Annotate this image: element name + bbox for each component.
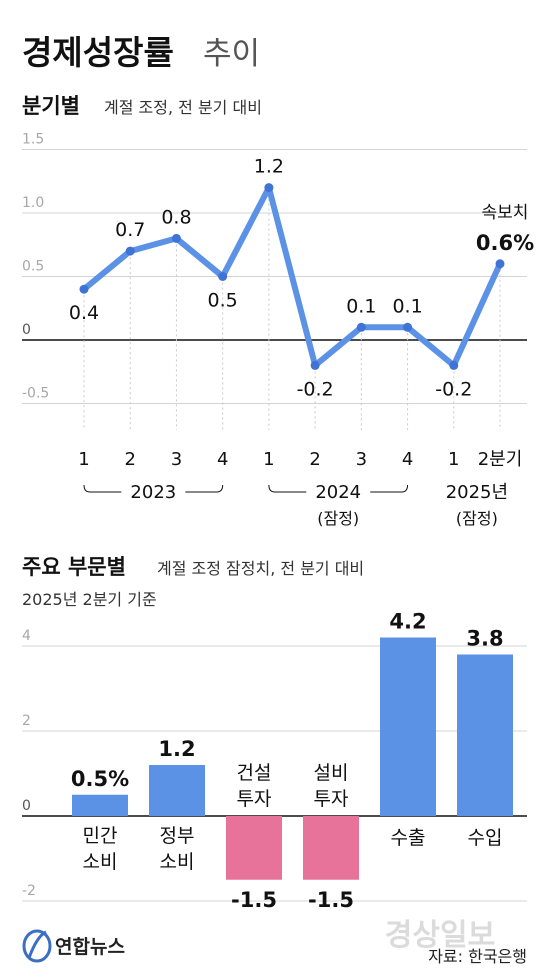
line-chart-y-ticks: 1.5 1.0 0.5 0 -0.5 xyxy=(22,132,49,402)
flash-estimate-value: 0.6% xyxy=(476,231,534,255)
line-chart-x-ticks: 1 2 3 4 1 2 3 4 1 2분기 xyxy=(78,449,522,470)
logo-text: 연합뉴스 xyxy=(55,936,125,958)
flash-estimate-label: 속보치 xyxy=(482,203,529,223)
year-bracket-left xyxy=(83,484,122,493)
logo-swoosh-icon xyxy=(27,930,47,959)
bar xyxy=(303,816,359,880)
line-y-tick-label: 0 xyxy=(22,322,31,338)
line-x-tick-label: 4 xyxy=(217,449,228,470)
bar xyxy=(149,765,205,816)
bar-y-tick-label: 2 xyxy=(22,713,31,729)
line-point-label: 0.1 xyxy=(346,295,376,317)
main-title-sub: 추이 xyxy=(203,36,260,72)
bar xyxy=(457,654,513,816)
bar xyxy=(380,637,436,816)
bar-category-label: 투자 xyxy=(314,788,349,810)
line-x-tick-label: 4 xyxy=(402,449,413,470)
bar-chart-bars xyxy=(72,637,513,880)
line-y-tick-label: -0.5 xyxy=(22,386,49,402)
year-bracket-left xyxy=(268,484,307,493)
line-point-label: 1.2 xyxy=(254,156,284,178)
yonhap-logo: 연합뉴스 xyxy=(22,929,125,963)
line-data-point xyxy=(403,322,413,332)
main-title: 경제성장률 xyxy=(22,33,174,72)
line-point-label: -0.2 xyxy=(297,378,334,400)
bar-value-label: 1.2 xyxy=(158,737,195,761)
year-bracket-right xyxy=(370,484,409,493)
line-data-point xyxy=(310,360,320,370)
line-y-tick-label: 0.5 xyxy=(22,259,44,275)
line-point-label: 0.8 xyxy=(161,206,191,228)
line-x-tick-label: 3 xyxy=(356,449,367,470)
line-data-point xyxy=(171,233,181,243)
watermark: 경상일보 xyxy=(385,918,495,953)
line-chart-year-groups: 2023 2024 (잠정) 2025년 (잠정) xyxy=(83,482,508,528)
bar-category-label: 수입 xyxy=(468,827,503,849)
line-chart-gridlines xyxy=(22,149,527,404)
line-data-point xyxy=(125,246,135,256)
bar-category-label: 건설 xyxy=(237,762,272,784)
line-data-point xyxy=(264,183,274,193)
line-y-tick-label: 1.0 xyxy=(22,195,44,211)
bar-value-label: -1.5 xyxy=(308,888,354,912)
bar xyxy=(226,816,282,880)
bar-category-label: 소비 xyxy=(160,851,195,873)
line-data-point xyxy=(356,322,366,332)
bar-category-label: 수출 xyxy=(391,827,426,849)
line-x-tick-label: 3 xyxy=(171,449,182,470)
sector-note: 계절 조정 잠정치, 전 분기 대비 xyxy=(157,559,364,578)
line-series-path xyxy=(81,184,503,369)
line-point-label: 0.7 xyxy=(115,219,145,241)
line-x-tick-label: 2분기 xyxy=(478,449,523,470)
line-point-label: 0.5 xyxy=(208,290,238,312)
sector-basis: 2025년 2분기 기준 xyxy=(22,590,157,609)
year-group-note: (잠정) xyxy=(456,509,498,528)
bar-value-label: 4.2 xyxy=(389,610,426,634)
line-data-point xyxy=(218,272,228,281)
bar xyxy=(72,794,128,816)
line-point-label: -0.2 xyxy=(435,378,472,400)
year-group-label: 2024 xyxy=(315,482,361,503)
line-x-tick-label: 1 xyxy=(448,449,459,470)
source-text: 자료: 한국은행 xyxy=(428,947,527,966)
bar-chart-y-ticks: 4 2 0 -2 xyxy=(22,628,36,899)
logo-globe-icon xyxy=(22,929,52,963)
year-group-note: (잠정) xyxy=(317,509,359,528)
quarterly-heading: 분기별 xyxy=(22,94,80,118)
line-x-tick-label: 2 xyxy=(309,449,320,470)
line-chart-guides xyxy=(83,193,501,430)
line-x-tick-label: 1 xyxy=(78,449,89,470)
year-bracket-right xyxy=(185,484,224,493)
bar-category-label: 투자 xyxy=(237,788,272,810)
line-chart-series xyxy=(79,183,505,370)
line-point-label: 0.4 xyxy=(69,302,99,324)
line-x-tick-label: 1 xyxy=(263,449,274,470)
bar-category-label: 설비 xyxy=(314,762,349,784)
bar-category-label: 민간 xyxy=(83,825,118,847)
bar-value-label: -1.5 xyxy=(231,888,277,912)
bar-category-label: 소비 xyxy=(83,851,118,873)
bar-y-tick-label: -2 xyxy=(22,883,36,899)
sector-heading: 주요 부문별 xyxy=(22,555,126,579)
line-x-tick-label: 2 xyxy=(124,449,135,470)
line-data-point xyxy=(449,360,459,370)
line-point-label: 0.1 xyxy=(392,295,422,317)
quarterly-note: 계절 조정, 전 분기 대비 xyxy=(104,98,262,117)
bar-category-label: 정부 xyxy=(160,825,195,847)
bar-value-label: 3.8 xyxy=(466,627,503,651)
bar-value-label: 0.5% xyxy=(71,767,129,791)
line-chart-point-labels: 0.4 0.7 0.8 0.5 1.2 -0.2 0.1 0.1 -0.2 xyxy=(69,156,472,401)
line-data-point xyxy=(79,284,89,294)
bar-y-tick-label: 0 xyxy=(22,798,31,814)
bar-y-tick-label: 4 xyxy=(22,628,31,644)
line-data-point xyxy=(495,259,505,269)
line-y-tick-label: 1.5 xyxy=(22,132,44,148)
year-group-label: 2023 xyxy=(130,482,176,503)
bar-chart-value-labels: 0.5% 1.2 -1.5 -1.5 4.2 3.8 xyxy=(71,610,504,912)
year-group-label: 2025년 xyxy=(446,482,508,503)
